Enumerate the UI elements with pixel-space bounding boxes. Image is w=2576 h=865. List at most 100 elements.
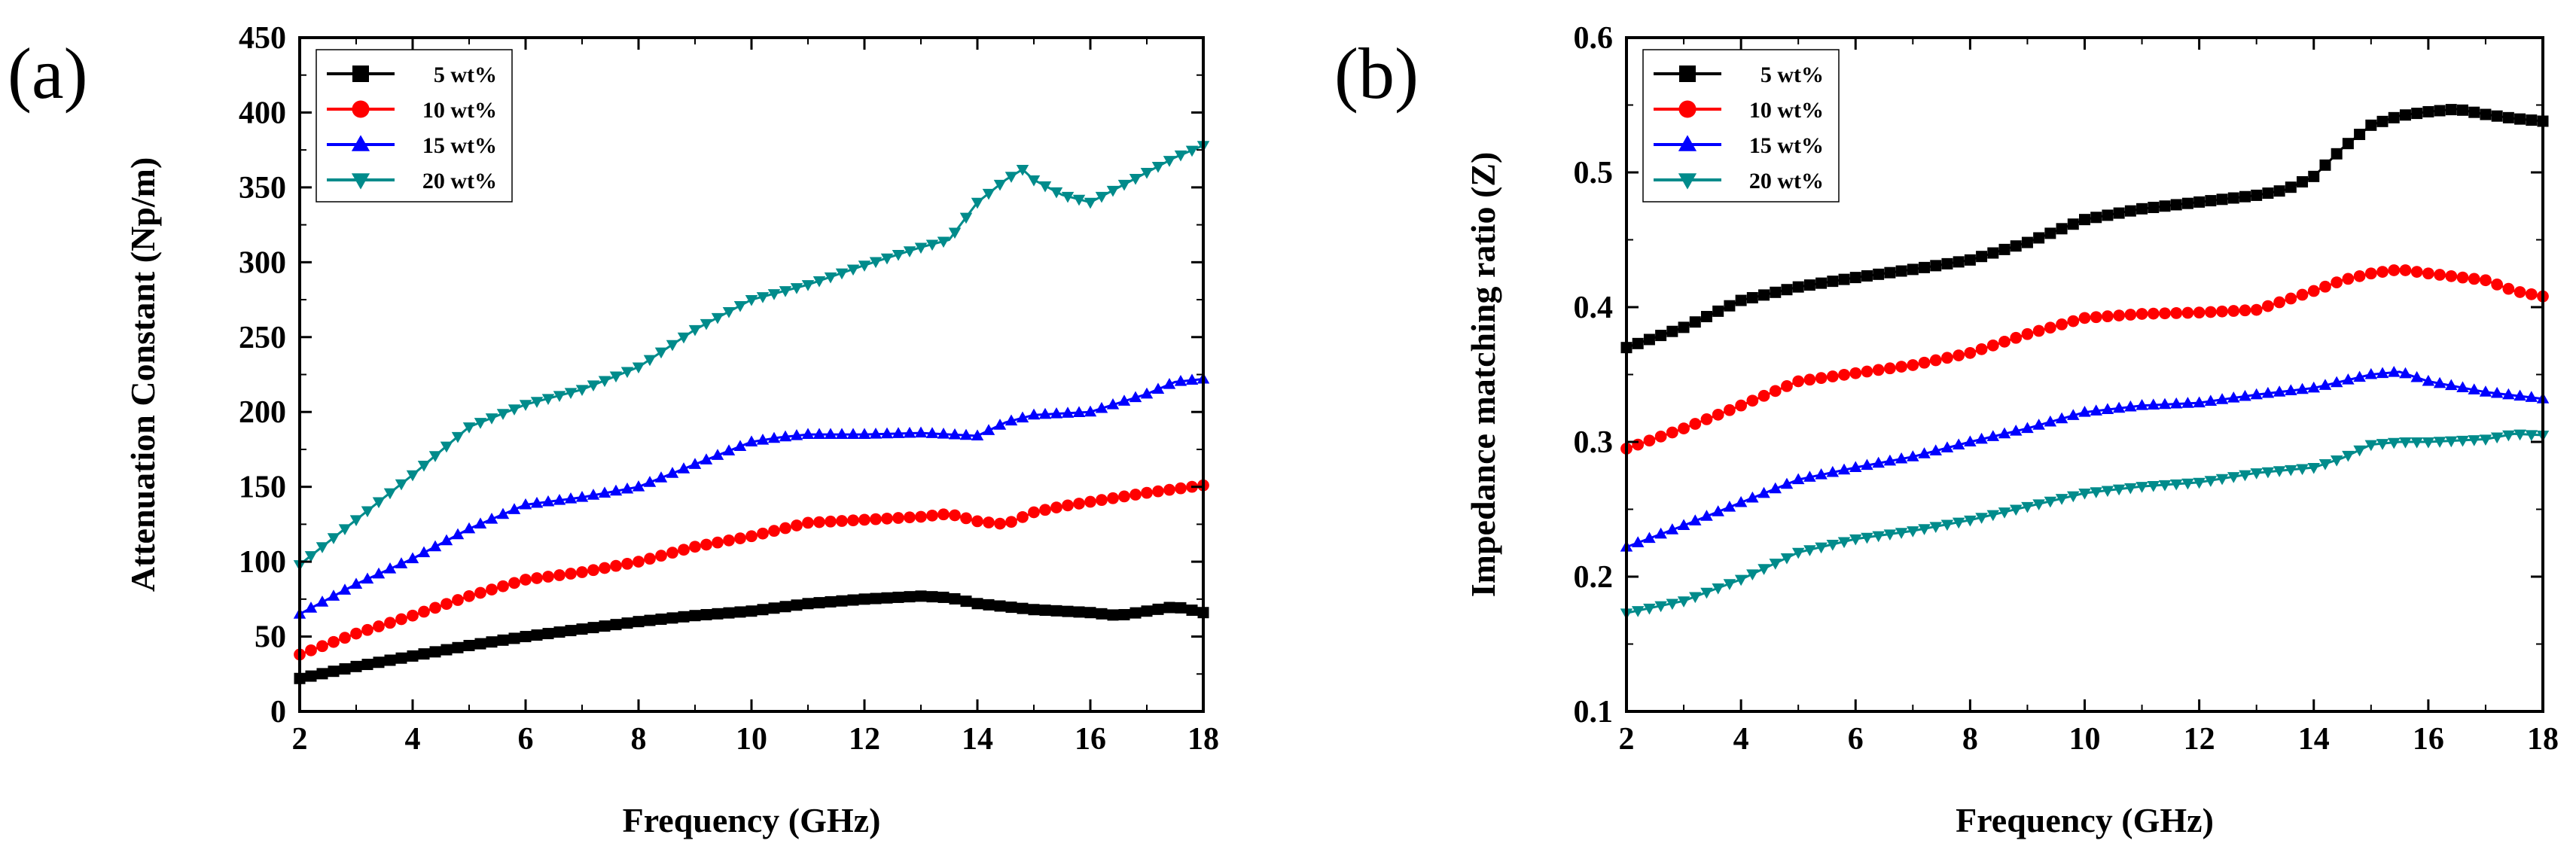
data-point bbox=[812, 276, 826, 288]
data-point bbox=[305, 670, 317, 682]
data-point bbox=[892, 512, 904, 524]
data-point bbox=[599, 562, 611, 574]
data-point bbox=[994, 517, 1006, 530]
data-point bbox=[2010, 331, 2023, 344]
data-point bbox=[2216, 305, 2228, 318]
data-point bbox=[654, 347, 668, 359]
data-point bbox=[914, 242, 928, 254]
data-point bbox=[1998, 427, 2011, 439]
data-point bbox=[474, 638, 486, 650]
x-tick-label: 4 bbox=[1733, 722, 1749, 757]
data-point bbox=[576, 566, 588, 578]
data-point bbox=[1666, 325, 1678, 337]
data-point bbox=[1746, 569, 1759, 581]
data-point bbox=[870, 592, 882, 605]
series-20-wt bbox=[293, 141, 1210, 571]
data-point bbox=[1781, 284, 1793, 296]
data-point bbox=[1907, 450, 1919, 461]
data-point bbox=[734, 532, 746, 544]
data-point bbox=[621, 558, 633, 570]
data-point bbox=[350, 627, 362, 640]
data-point bbox=[2297, 176, 2309, 188]
data-point bbox=[1016, 165, 1029, 176]
y-tick-label: 0.2 bbox=[1574, 560, 1614, 595]
data-point bbox=[2490, 432, 2504, 444]
data-point bbox=[1940, 519, 1954, 531]
data-point bbox=[1941, 257, 1953, 270]
data-point bbox=[1163, 156, 1176, 167]
data-point bbox=[825, 595, 837, 608]
data-point bbox=[2044, 321, 2056, 334]
data-point bbox=[2124, 400, 2137, 412]
data-point bbox=[1152, 485, 1164, 498]
data-point bbox=[1746, 491, 1759, 503]
data-point bbox=[2502, 430, 2515, 442]
data-point bbox=[1643, 531, 1656, 544]
y-tick-label: 400 bbox=[239, 96, 286, 130]
x-tick-label: 18 bbox=[1187, 722, 1219, 757]
data-point bbox=[1975, 513, 1988, 524]
data-point bbox=[2388, 111, 2400, 123]
data-point bbox=[1929, 354, 1942, 367]
data-point bbox=[2468, 383, 2480, 394]
data-point bbox=[982, 424, 995, 435]
data-point bbox=[1895, 528, 1908, 539]
data-point bbox=[496, 409, 510, 420]
data-point bbox=[429, 646, 441, 658]
data-point bbox=[1004, 172, 1018, 183]
data-point bbox=[2193, 396, 2206, 408]
data-point bbox=[1918, 356, 1931, 369]
data-point bbox=[2296, 382, 2309, 394]
data-point bbox=[2342, 273, 2355, 285]
data-point bbox=[1712, 305, 1724, 317]
data-point bbox=[858, 513, 870, 526]
data-point bbox=[2307, 463, 2320, 474]
data-point bbox=[2502, 282, 2515, 295]
data-point bbox=[565, 625, 577, 637]
data-point bbox=[531, 629, 543, 641]
y-tick-label: 250 bbox=[239, 321, 286, 355]
data-point bbox=[1118, 609, 1130, 621]
data-point bbox=[2169, 479, 2183, 491]
data-point bbox=[508, 632, 520, 644]
data-point bbox=[633, 556, 645, 568]
data-point bbox=[1837, 537, 1851, 549]
data-point bbox=[993, 419, 1007, 430]
data-point bbox=[429, 602, 441, 614]
data-point bbox=[361, 623, 373, 636]
data-point bbox=[406, 552, 419, 564]
data-point bbox=[1883, 529, 1897, 541]
data-point bbox=[2239, 190, 2251, 203]
data-point bbox=[1017, 510, 1029, 523]
data-point bbox=[553, 391, 566, 402]
data-point bbox=[767, 431, 781, 443]
data-point bbox=[1096, 494, 1108, 507]
data-point bbox=[2273, 185, 2285, 197]
data-point bbox=[949, 509, 961, 522]
y-axis-title: Impedance matching ratio (Z) bbox=[1464, 152, 1502, 598]
data-point bbox=[1050, 407, 1063, 419]
data-point bbox=[700, 318, 713, 330]
data-point bbox=[700, 538, 712, 551]
legend-label: 20 wt% bbox=[1749, 169, 1824, 193]
data-point bbox=[2262, 187, 2274, 199]
data-point bbox=[1632, 438, 1645, 451]
data-point bbox=[2422, 267, 2434, 280]
data-point bbox=[1151, 382, 1165, 394]
data-point bbox=[428, 540, 442, 552]
data-point bbox=[1073, 606, 1085, 618]
data-point bbox=[1918, 524, 1931, 535]
data-point bbox=[2079, 214, 2090, 226]
data-point bbox=[960, 512, 972, 525]
data-point bbox=[2457, 104, 2469, 116]
data-point bbox=[1654, 430, 1667, 443]
data-point bbox=[904, 511, 916, 524]
data-point bbox=[835, 428, 849, 440]
data-point bbox=[372, 497, 386, 509]
data-point bbox=[2032, 324, 2045, 337]
data-point bbox=[2456, 271, 2469, 284]
data-point bbox=[451, 431, 465, 443]
data-point bbox=[1061, 191, 1075, 203]
y-tick-label: 100 bbox=[239, 545, 286, 580]
data-point bbox=[520, 574, 532, 586]
